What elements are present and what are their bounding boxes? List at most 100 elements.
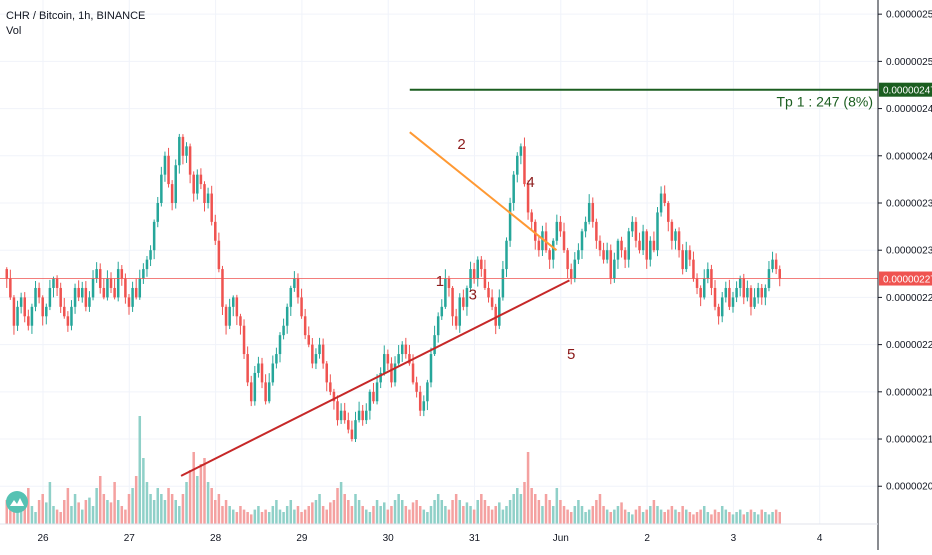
candle-body	[12, 297, 16, 326]
volume-bar	[742, 514, 746, 524]
candle-body	[397, 354, 400, 364]
volume-bar	[203, 458, 206, 524]
volume-bar	[523, 482, 526, 524]
volume-bar	[498, 502, 501, 524]
volume-bar	[134, 476, 138, 524]
volume-bar	[562, 506, 566, 524]
support-trendline[interactable]	[180, 279, 570, 477]
candle-body	[447, 278, 451, 288]
volume-bar	[73, 494, 77, 524]
volume-bar	[52, 506, 55, 524]
candle-body	[73, 287, 77, 307]
volume-bar	[684, 509, 688, 524]
volume-bar	[436, 494, 440, 524]
candle-body	[5, 269, 9, 279]
volume-bar	[778, 512, 781, 524]
tradingview-logo[interactable]	[6, 491, 28, 513]
candle-body	[145, 259, 149, 270]
volume-bar	[70, 506, 73, 524]
volume-bar	[167, 488, 170, 524]
volume-bar	[260, 512, 264, 524]
volume-bar	[228, 506, 231, 524]
candle-body	[48, 287, 52, 307]
volume-bar	[27, 488, 30, 524]
candle-body	[677, 231, 681, 251]
candle-body	[433, 335, 436, 355]
volume-bar	[138, 416, 142, 524]
time-tick-label: 29	[296, 533, 308, 544]
volume-bar	[587, 509, 591, 524]
candle-body	[505, 240, 508, 270]
candle-body	[649, 240, 652, 260]
candle-body	[52, 278, 55, 288]
volume-bar	[541, 506, 544, 524]
candle-body	[59, 287, 62, 307]
volume-bar	[598, 494, 602, 524]
candle-body	[199, 174, 203, 185]
volume-bar	[372, 506, 375, 524]
candle-body	[350, 429, 354, 440]
resistance-trendline[interactable]	[409, 131, 558, 251]
candle-body	[746, 287, 749, 298]
candle-body	[390, 363, 393, 383]
volume-bar	[249, 514, 253, 524]
candle-body	[756, 287, 760, 298]
candle-body	[692, 259, 695, 279]
candle-body	[138, 278, 142, 298]
grid	[0, 0, 878, 524]
candle-body	[142, 269, 145, 279]
candle-body	[275, 354, 278, 364]
candle-body	[34, 287, 37, 307]
candle-body	[465, 287, 469, 307]
candle-body	[289, 287, 293, 307]
volume-bar	[627, 512, 630, 524]
candle-body	[774, 259, 778, 270]
volume-bar	[343, 494, 346, 524]
volume-bar	[282, 512, 285, 524]
candle-body	[152, 221, 156, 251]
volume-bar	[293, 509, 296, 524]
volume-bar	[48, 482, 52, 524]
candle-body	[533, 221, 537, 241]
candle-body	[224, 306, 228, 326]
candle-body	[55, 278, 59, 288]
candle-body	[293, 278, 296, 288]
candle-body	[163, 155, 167, 175]
volume-bar	[738, 509, 742, 524]
candle-body	[228, 306, 231, 326]
candle-body	[422, 401, 426, 411]
candle-body	[102, 287, 106, 298]
candle-body	[426, 382, 429, 402]
volume-bar	[16, 502, 19, 524]
candle-body	[627, 231, 630, 260]
volume-bar	[631, 514, 634, 524]
volume-bar	[224, 500, 228, 524]
volume-bar	[764, 512, 767, 524]
candle-body	[80, 287, 84, 298]
volume-bar	[393, 500, 397, 524]
candle-body	[271, 363, 275, 383]
candle-body	[498, 297, 501, 326]
candle-body	[573, 259, 577, 279]
candle-body	[742, 278, 746, 298]
candle-body	[70, 306, 73, 326]
candle-body	[508, 202, 512, 241]
volume-bar	[713, 509, 717, 524]
volume-bar	[440, 500, 444, 524]
volume-bar	[717, 512, 720, 524]
volume-bar	[267, 512, 271, 524]
volume-bar	[771, 512, 774, 524]
volume-bar	[422, 509, 426, 524]
volume-bar	[418, 506, 422, 524]
volume-bar	[659, 509, 663, 524]
candle-body	[253, 372, 257, 402]
volume-bar	[616, 506, 620, 524]
volume-bar	[178, 506, 181, 524]
volume-bar	[728, 512, 731, 524]
volume-bar	[246, 512, 249, 524]
candle-body	[109, 278, 113, 288]
